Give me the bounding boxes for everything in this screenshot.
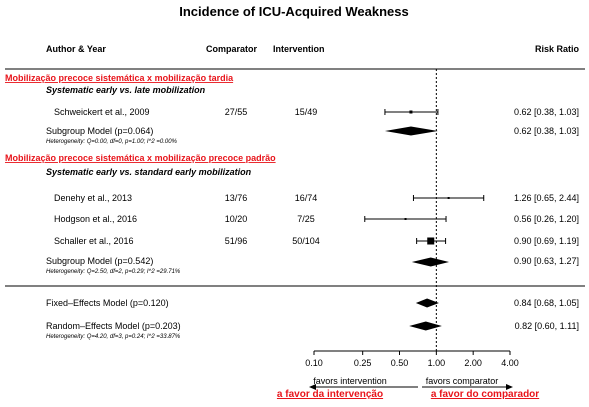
plot-marks: [364, 69, 485, 351]
group2-pt-title: Mobilização precoce sistemática x mobili…: [5, 153, 276, 163]
summary-diamond: [411, 257, 450, 267]
study-name: Schaller et al., 2016: [54, 236, 134, 246]
subgroup-ci: 0.90 [0.63, 1.27]: [514, 256, 579, 266]
favors-intervention-label: favors intervention: [313, 376, 387, 386]
random-effects-label: Random–Effects Model (p=0.203): [46, 321, 181, 331]
random-effects-ci: 0.82 [0.60, 1.11]: [515, 321, 579, 331]
header-comparator: Comparator: [206, 44, 258, 54]
study-intervention: 50/104: [292, 236, 320, 246]
fixed-effects-ci: 0.84 [0.68, 1.05]: [514, 298, 579, 308]
point-estimate-box: [427, 237, 435, 245]
summary-diamond: [409, 321, 442, 331]
group1-en-title: Systematic early vs. late mobilization: [46, 85, 206, 95]
subgroup-heterogeneity: Heterogeneity: Q=2.50, df=2, p=0.29; I^2…: [46, 269, 181, 275]
group1-pt-title: Mobilização precoce sistemática x mobili…: [5, 73, 234, 83]
group2-en-title: Systematic early vs. standard early mobi…: [46, 167, 252, 177]
point-estimate-box: [409, 110, 413, 114]
header-intervention: Intervention: [273, 44, 325, 54]
study-comparator: 10/20: [225, 214, 248, 224]
x-tick-label: 1.00: [428, 358, 446, 368]
x-tick-label: 0.10: [305, 358, 323, 368]
x-tick-label: 4.00: [501, 358, 519, 368]
study-comparator: 51/96: [225, 236, 248, 246]
study-intervention: 16/74: [295, 193, 318, 203]
study-intervention: 15/49: [295, 107, 318, 117]
study-name: Hodgson et al., 2016: [54, 214, 137, 224]
x-tick-label: 0.50: [391, 358, 409, 368]
study-ci: 0.56 [0.26, 1.20]: [514, 214, 579, 224]
study-name: Denehy et al., 2013: [54, 193, 132, 203]
study-ci: 1.26 [0.65, 2.44]: [514, 193, 579, 203]
summary-diamond: [415, 298, 439, 308]
subgroup-label: Subgroup Model (p=0.064): [46, 126, 153, 136]
point-estimate-box: [447, 197, 450, 199]
study-comparator: 13/76: [225, 193, 248, 203]
subgroup-heterogeneity: Heterogeneity: Q=0.00, df=0, p=1.00; I^2…: [46, 139, 178, 145]
arrow-left-head: [309, 384, 316, 390]
favors-annotations: favors intervention favors comparator a …: [277, 376, 539, 400]
study-ci: 0.62 [0.38, 1.03]: [514, 107, 579, 117]
subgroup-ci: 0.62 [0.38, 1.03]: [514, 126, 579, 136]
header-author: Author & Year: [46, 44, 106, 54]
x-axis: 0.10 0.25 0.50 1.00 2.00 4.00: [305, 350, 519, 368]
chart-title: Incidence of ICU-Acquired Weakness: [179, 4, 409, 19]
pt-favors-comparator: a favor do comparador: [431, 389, 539, 400]
study-name: Schweickert et al., 2009: [54, 107, 150, 117]
x-axis-ticks: 0.10 0.25 0.50 1.00 2.00 4.00: [305, 351, 519, 368]
arrow-right-head: [506, 384, 513, 390]
random-effects-heterogeneity: Heterogeneity: Q=4.20, df=3, p=0.24; I^2…: [46, 334, 181, 340]
pt-favors-intervention: a favor da intervenção: [277, 389, 383, 400]
point-estimate-box: [404, 218, 407, 220]
study-intervention: 7/25: [297, 214, 315, 224]
favors-comparator-label: favors comparator: [426, 376, 499, 386]
header-risk-ratio: Risk Ratio: [535, 44, 580, 54]
study-comparator: 27/55: [225, 107, 248, 117]
summary-diamond: [384, 126, 438, 136]
study-ci: 0.90 [0.69, 1.19]: [514, 236, 579, 246]
x-tick-label: 0.25: [354, 358, 372, 368]
x-tick-label: 2.00: [464, 358, 482, 368]
subgroup-label: Subgroup Model (p=0.542): [46, 256, 153, 266]
fixed-effects-label: Fixed–Effects Model (p=0.120): [46, 298, 169, 308]
